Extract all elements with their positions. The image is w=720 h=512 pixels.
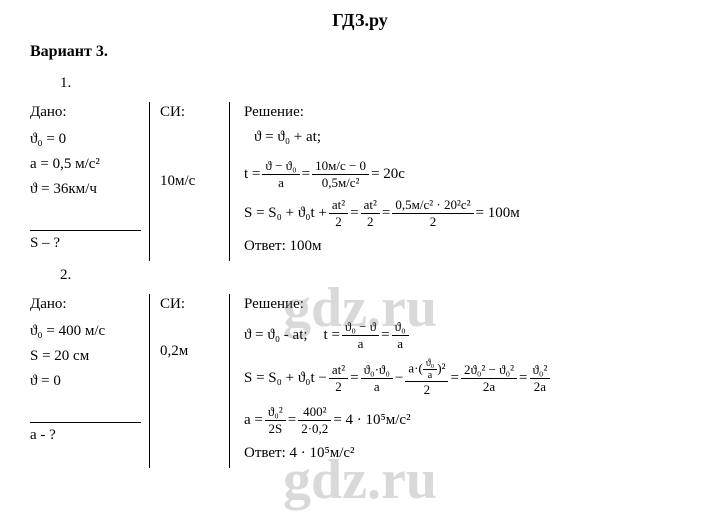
eq-distance: S = S₀ + ϑ₀t − at²2 = ϑ₀·ϑ₀a − a·(ϑ₀a)²2…: [244, 358, 690, 398]
s-lhs: S = S₀ + ϑ₀t +: [244, 205, 327, 222]
problem-1: Дано: ϑ₀ = 0 a = 0,5 м/с² ϑ = 36км/ч S –…: [30, 102, 690, 261]
equals: =: [302, 166, 310, 183]
solution-label: Решение:: [244, 294, 690, 315]
equals: =: [450, 370, 458, 387]
answer-2: Ответ: 4 · 10⁵м/с²: [244, 443, 690, 464]
equals: =: [350, 370, 358, 387]
frac-s2: ϑ₀·ϑ₀a: [361, 362, 393, 395]
si-column: СИ: 10м/с: [150, 102, 230, 261]
given-column: Дано: ϑ₀ = 400 м/с S = 20 см ϑ = 0 a - ?: [30, 294, 150, 468]
given-v: ϑ = 36км/ч: [30, 179, 141, 200]
a-result: = 4 · 10⁵м/с²: [333, 412, 410, 429]
equals: =: [350, 205, 358, 222]
frac-s1: at²2: [329, 197, 348, 230]
frac-t1: ϑ₀ − ϑa: [342, 319, 379, 352]
find-a: a - ?: [30, 422, 141, 444]
si-label: СИ:: [160, 102, 221, 123]
variant-title: Вариант 3.: [30, 43, 690, 61]
problem-2: Дано: ϑ₀ = 400 м/с S = 20 см ϑ = 0 a - ?…: [30, 294, 690, 468]
given-column: Дано: ϑ₀ = 0 a = 0,5 м/с² ϑ = 36км/ч S –…: [30, 102, 150, 261]
equals: =: [288, 412, 296, 429]
t-result: = 20c: [371, 166, 405, 183]
problem-2-number: 2.: [60, 267, 690, 284]
equals: =: [519, 370, 527, 387]
given-v0: ϑ₀ = 400 м/с: [30, 321, 141, 342]
frac-a2: 400²2·0,2: [298, 404, 331, 437]
frac-s2: at²2: [361, 197, 380, 230]
frac-t2: ϑ₀a: [392, 319, 409, 352]
frac-s5: ϑ₀²2a: [530, 362, 551, 395]
eq-velocity-time: ϑ = ϑ₀ - at; t = ϑ₀ − ϑa = ϑ₀a: [244, 319, 690, 352]
frac-s1: at²2: [329, 362, 348, 395]
si-label: СИ:: [160, 294, 221, 315]
solution-column: Решение: ϑ = ϑ₀ + at; t = ϑ − ϑ₀a = 10м/…: [230, 102, 690, 261]
si-value: 10м/с: [160, 171, 221, 192]
frac-s4: 2ϑ₀² − ϑ₀²2a: [461, 362, 517, 395]
s-result: = 100м: [476, 205, 520, 222]
v-eq: ϑ = ϑ₀ - at;: [244, 327, 308, 344]
minus: −: [395, 370, 403, 387]
frac-t2: 10м/с − 00,5м/с²: [312, 158, 369, 191]
equals: =: [381, 327, 389, 344]
answer-1: Ответ: 100м: [244, 236, 690, 257]
given-v: ϑ = 0: [30, 371, 141, 392]
frac-s3: a·(ϑ₀a)²2: [405, 358, 448, 398]
solution-label: Решение:: [244, 102, 690, 123]
frac-a1: ϑ₀²2S: [265, 404, 286, 437]
problem-1-number: 1.: [60, 75, 690, 92]
si-column: СИ: 0,2м: [150, 294, 230, 468]
eq-distance: S = S₀ + ϑ₀t + at²2 = at²2 = 0,5м/с² · 2…: [244, 197, 690, 230]
eq-time: t = ϑ − ϑ₀a = 10м/с − 00,5м/с² = 20c: [244, 158, 690, 191]
solution-column: Решение: ϑ = ϑ₀ - at; t = ϑ₀ − ϑa = ϑ₀a …: [230, 294, 690, 468]
s-lhs: S = S₀ + ϑ₀t −: [244, 370, 327, 387]
frac-t1: ϑ − ϑ₀a: [262, 158, 299, 191]
t-lhs: t =: [324, 327, 340, 344]
t-lhs: t =: [244, 166, 260, 183]
given-s: S = 20 см: [30, 346, 141, 367]
given-label: Дано:: [30, 102, 141, 123]
eq-velocity: ϑ = ϑ₀ + at;: [254, 127, 690, 148]
given-label: Дано:: [30, 294, 141, 315]
equals: =: [382, 205, 390, 222]
eq-acceleration: a = ϑ₀²2S = 400²2·0,2 = 4 · 10⁵м/с²: [244, 404, 690, 437]
a-lhs: a =: [244, 412, 263, 429]
si-value: 0,2м: [160, 341, 221, 362]
given-a: a = 0,5 м/с²: [30, 154, 141, 175]
find-s: S – ?: [30, 230, 141, 252]
site-header: ГДЗ.ру: [30, 10, 690, 31]
given-v0: ϑ₀ = 0: [30, 129, 141, 150]
frac-s3: 0,5м/с² · 20²с²2: [392, 197, 473, 230]
